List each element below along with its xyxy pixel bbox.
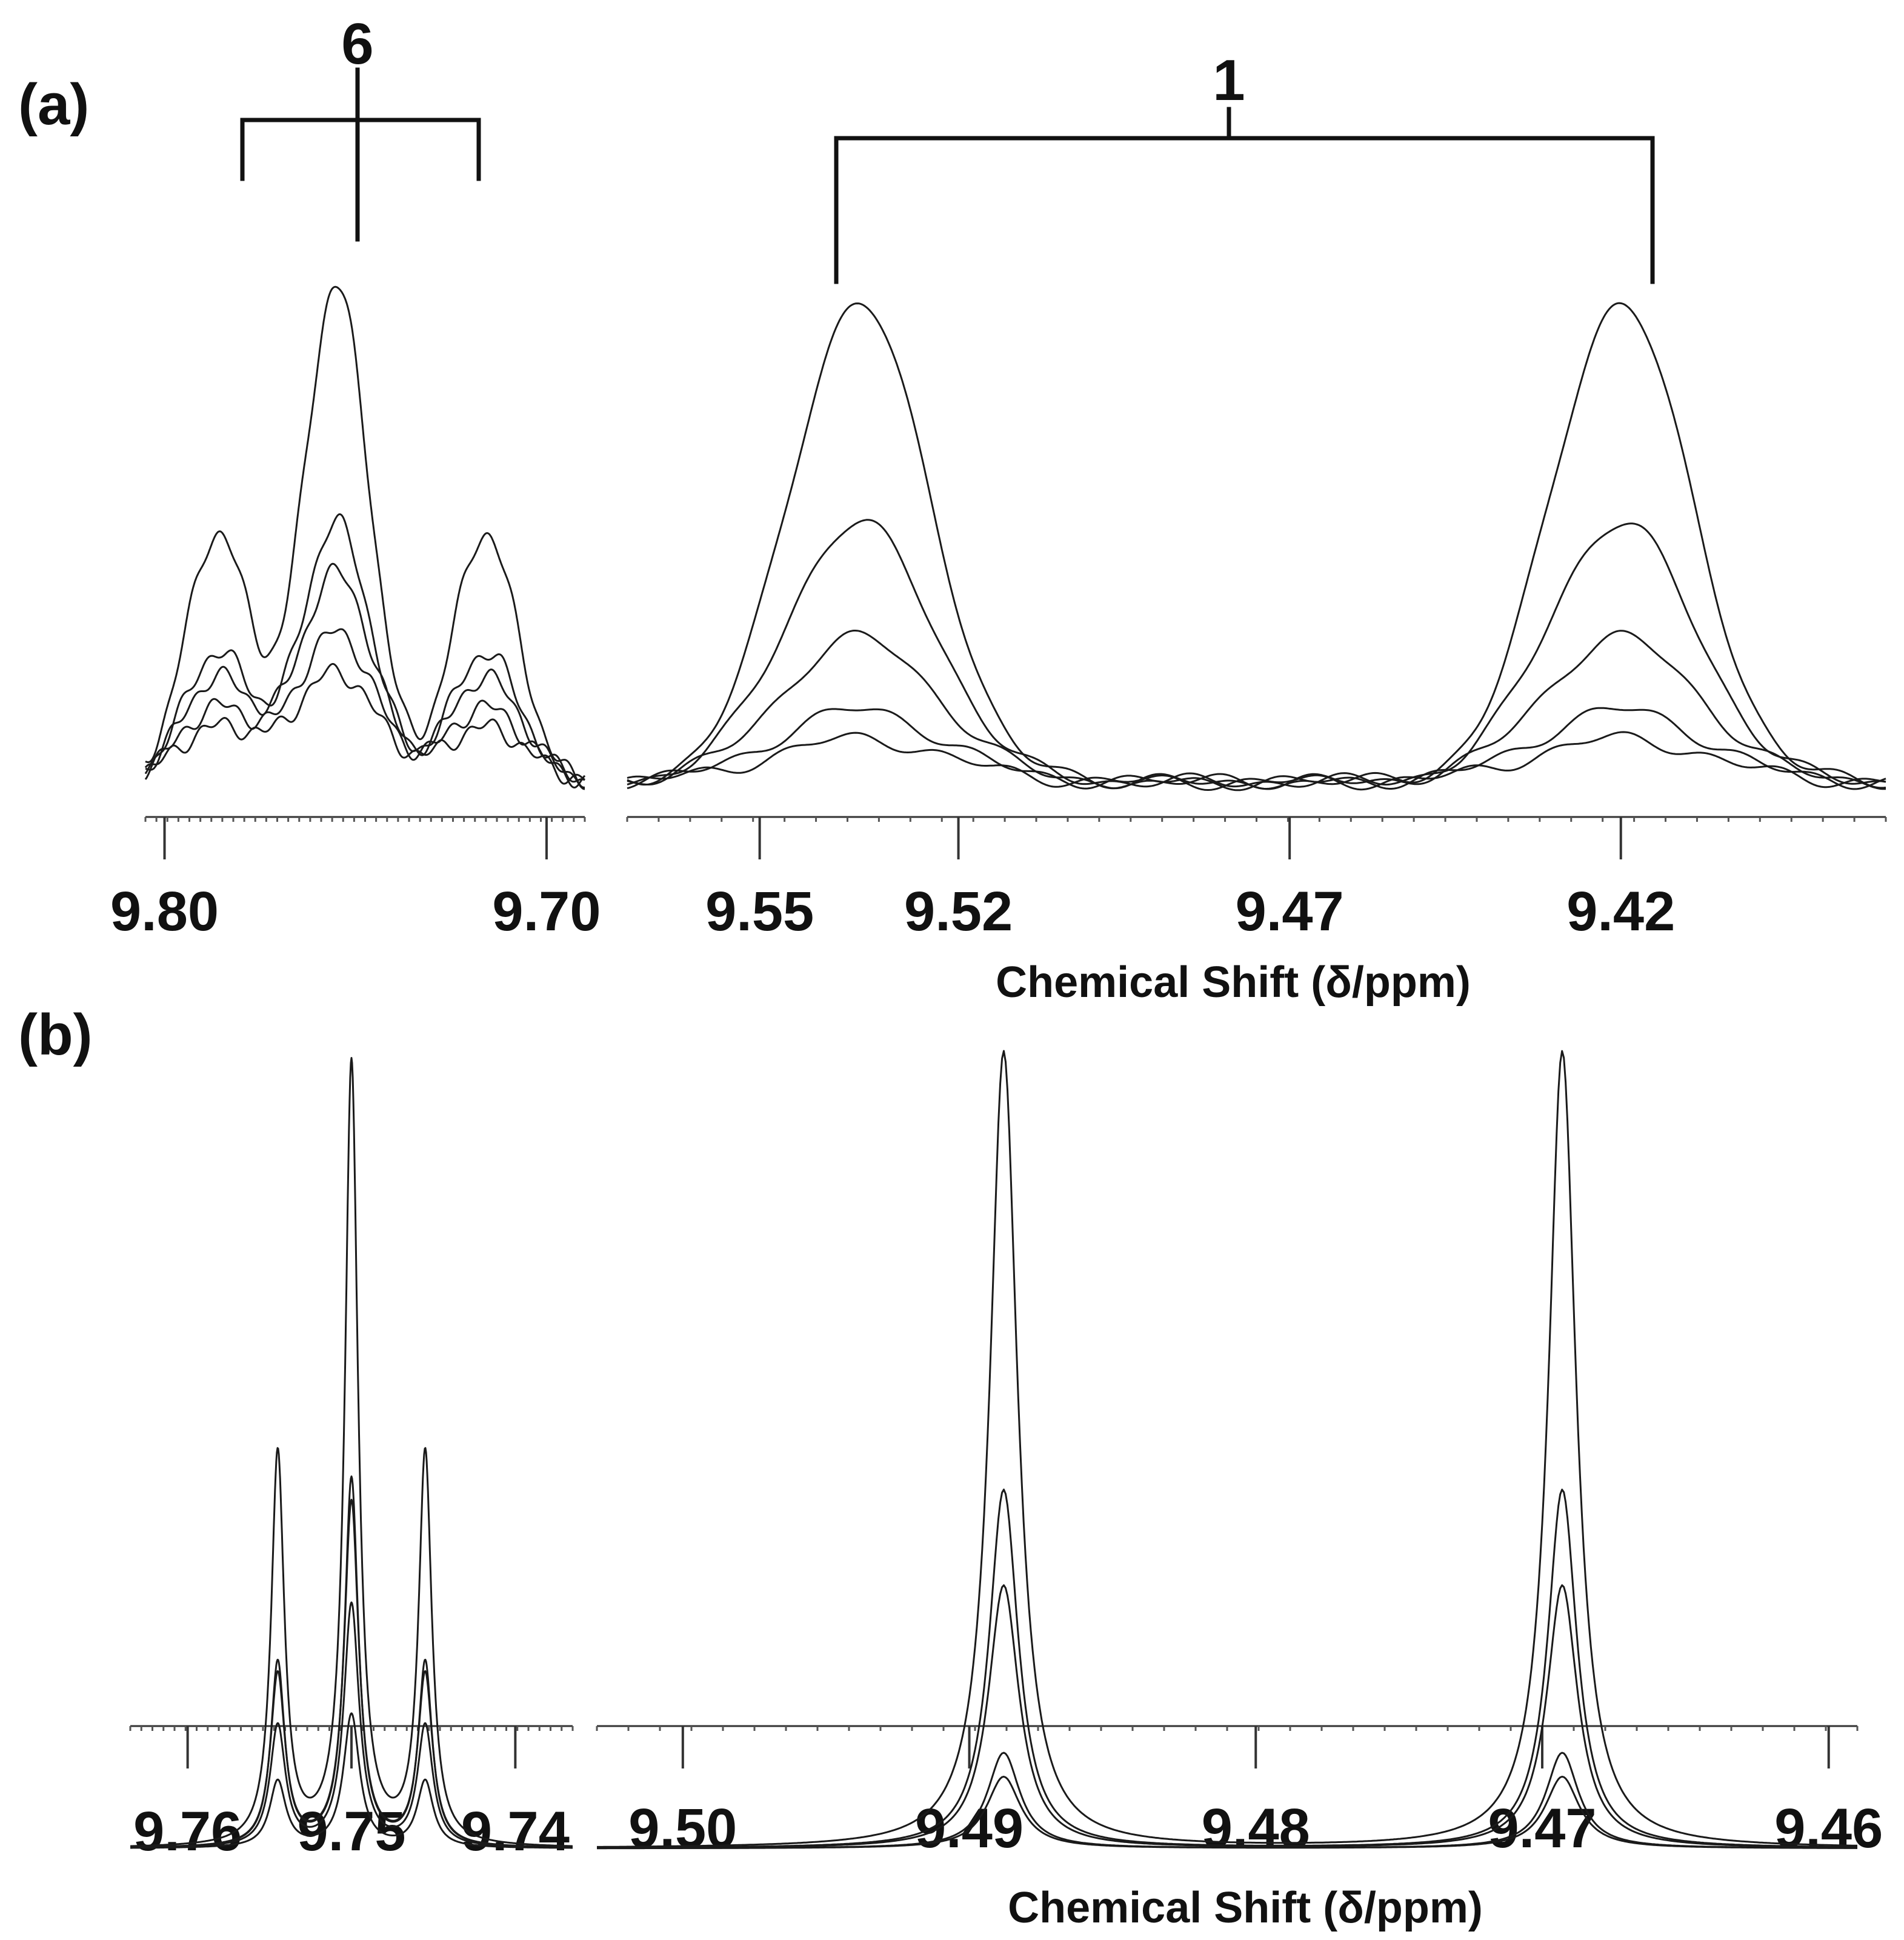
panel-label-b: (b) <box>18 1002 93 1067</box>
spectrum-trace-2 <box>627 519 1886 788</box>
spectrum-trace-2 <box>144 513 585 783</box>
tick-label: 9.76 <box>133 1801 242 1862</box>
spectrum-trace-3 <box>627 630 1886 790</box>
plot-b-right: 9.50 9.49 9.48 9.47 9.46 <box>596 1050 1883 1859</box>
tick-label: 9.55 <box>705 881 814 942</box>
spectrum-trace-2 <box>597 1488 1857 1849</box>
spectrum-trace-4 <box>627 707 1886 792</box>
spectrum-trace-1 <box>597 1050 1857 1848</box>
tick-label: 9.50 <box>628 1798 737 1859</box>
spectrum-trace-5 <box>627 731 1886 791</box>
tick-label: 9.52 <box>904 881 1013 942</box>
tick-label: 9.47 <box>1488 1798 1596 1859</box>
axis-title-a: Chemical Shift (δ/ppm) <box>996 958 1471 1007</box>
tick-label: 9.42 <box>1566 881 1675 942</box>
spectrum-trace-1 <box>627 302 1886 790</box>
plot-a-right: 9.55 9.52 9.47 9.42 <box>626 302 1887 942</box>
bracket-6: 6 <box>240 12 481 242</box>
panel-label-a: (a) <box>18 72 89 137</box>
plot-b-left: 9.76 9.75 9.74 <box>129 1057 574 1862</box>
spectrum-trace-1 <box>130 1057 573 1847</box>
spectrum-trace-3 <box>145 562 585 790</box>
bracket-1: 1 <box>834 48 1655 284</box>
spectrum-trace-1 <box>145 285 585 788</box>
tick-label: 9.80 <box>110 881 219 942</box>
spectrum-trace-5 <box>144 663 585 785</box>
spectrum-trace-4 <box>144 628 586 788</box>
spectrum-trace-5 <box>130 1712 573 1849</box>
tick-label: 9.75 <box>297 1801 405 1862</box>
spectrum-trace-5 <box>597 1776 1858 1850</box>
spectrum-trace-4 <box>130 1601 573 1848</box>
bracket-6-line <box>240 118 481 181</box>
tick-label: 9.48 <box>1202 1798 1310 1859</box>
tick-label: 9.70 <box>492 881 601 942</box>
tick-label: 9.74 <box>461 1801 570 1862</box>
bracket-1-label: 1 <box>1213 48 1245 113</box>
axis-title-b: Chemical Shift (δ/ppm) <box>1008 1884 1483 1932</box>
bracket-1-line <box>834 136 1655 284</box>
bracket-6-label: 6 <box>341 12 373 76</box>
tick-label: 9.47 <box>1236 881 1344 942</box>
spectrum-trace-2 <box>130 1475 573 1848</box>
spectrum-trace-3 <box>130 1498 573 1848</box>
tick-label: 9.46 <box>1774 1798 1883 1859</box>
spectrum-trace-3 <box>597 1584 1857 1849</box>
plot-a-left: 9.80 9.70 <box>110 285 601 942</box>
